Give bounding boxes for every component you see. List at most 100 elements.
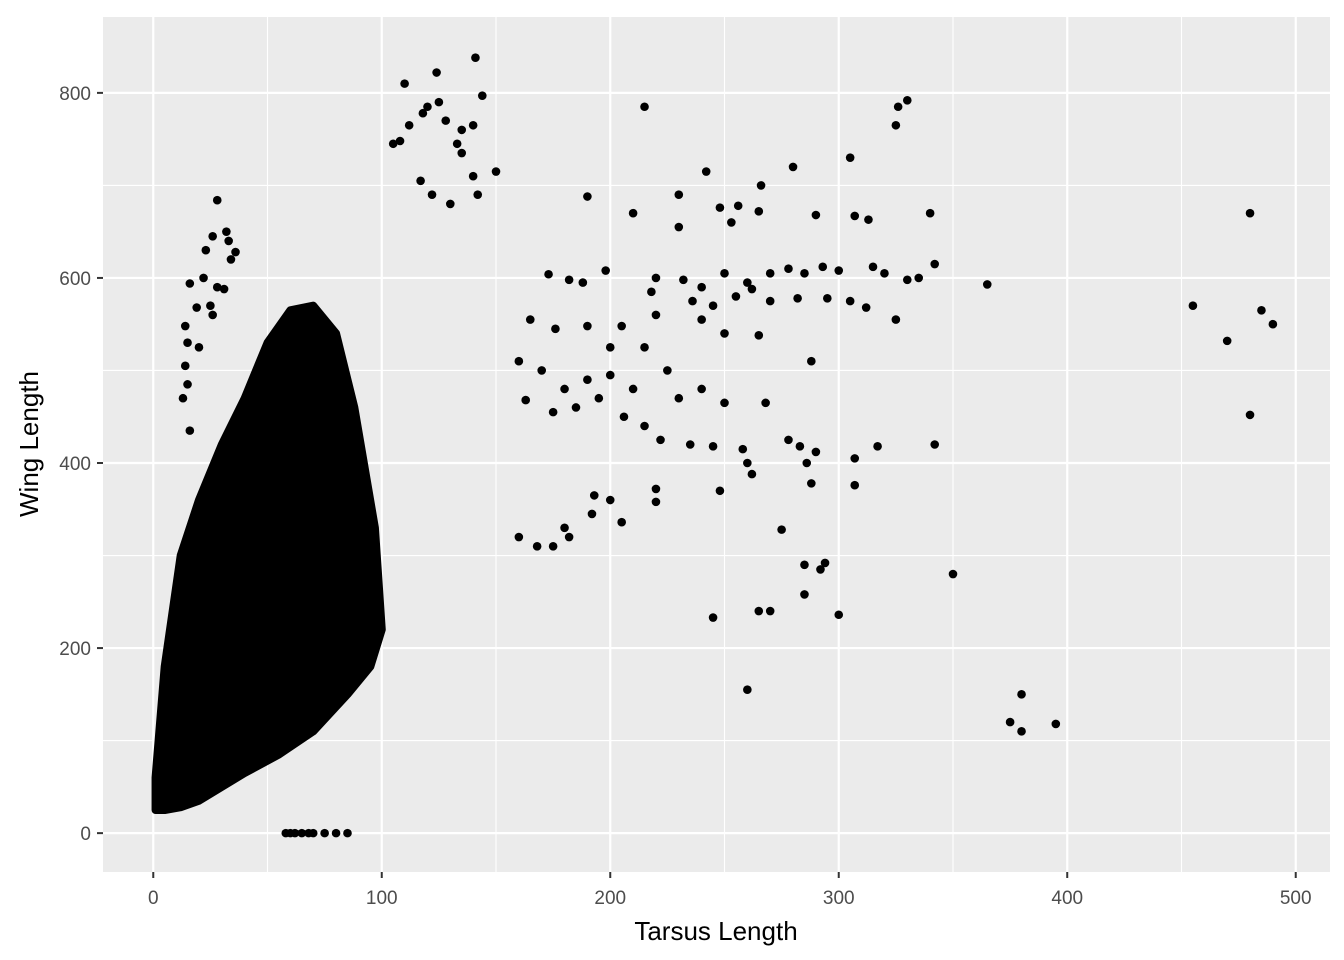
- data-point: [224, 236, 233, 246]
- data-point: [784, 264, 793, 273]
- data-point: [891, 315, 901, 324]
- data-point: [861, 303, 871, 312]
- x-tick-label: 200: [594, 888, 626, 909]
- data-point: [823, 293, 832, 303]
- data-point: [1245, 208, 1255, 218]
- data-point: [471, 53, 480, 63]
- data-point: [720, 329, 729, 338]
- y-tick-label: 600: [59, 269, 91, 290]
- data-point: [551, 324, 560, 334]
- data-point: [727, 218, 736, 227]
- data-point: [731, 292, 741, 301]
- data-point: [795, 442, 805, 451]
- x-tick-label: 0: [148, 888, 159, 909]
- data-point: [902, 275, 912, 285]
- data-point: [416, 176, 425, 186]
- x-tick-label: 100: [366, 888, 398, 909]
- x-axis-ticks: 0 100 200 300 400 500: [148, 872, 1312, 909]
- data-point: [743, 458, 752, 468]
- data-point: [818, 262, 828, 272]
- y-axis-title: Wing Length: [14, 371, 44, 517]
- data-point: [560, 523, 569, 533]
- data-point: [521, 395, 531, 405]
- data-point: [206, 301, 215, 311]
- data-point: [468, 120, 478, 130]
- data-point: [845, 296, 855, 306]
- data-point: [715, 486, 725, 496]
- data-point: [514, 532, 524, 542]
- data-point: [820, 558, 830, 568]
- data-point: [605, 495, 615, 505]
- data-point: [761, 398, 770, 408]
- data-point: [893, 102, 903, 112]
- data-point: [880, 269, 889, 278]
- data-point: [514, 356, 524, 366]
- data-point: [777, 525, 786, 534]
- data-point: [948, 569, 958, 579]
- data-point: [708, 613, 718, 622]
- data-point: [331, 828, 341, 838]
- data-point: [343, 828, 352, 838]
- data-point: [219, 284, 229, 294]
- data-point: [765, 269, 775, 278]
- data-point: [185, 426, 195, 435]
- data-point: [548, 407, 558, 417]
- data-point: [452, 139, 462, 149]
- data-point: [594, 393, 604, 403]
- data-point: [468, 171, 478, 181]
- data-point: [297, 828, 307, 838]
- data-point: [564, 532, 574, 542]
- data-point: [914, 273, 924, 283]
- x-tick-label: 300: [823, 888, 855, 909]
- data-point: [765, 296, 775, 306]
- data-point: [628, 208, 638, 218]
- data-point: [194, 343, 204, 352]
- data-point: [628, 384, 638, 394]
- data-point: [222, 227, 231, 236]
- data-point: [834, 610, 844, 620]
- data-point: [208, 232, 217, 241]
- data-point: [674, 222, 684, 232]
- data-point: [902, 95, 912, 105]
- data-point: [708, 301, 718, 311]
- data-point: [1257, 306, 1266, 315]
- data-point: [651, 273, 661, 283]
- data-point: [720, 269, 729, 278]
- data-point: [640, 343, 649, 352]
- y-axis-ticks: 0 200 400 600 800: [59, 84, 103, 845]
- data-point: [873, 442, 882, 451]
- data-point: [756, 181, 766, 190]
- data-point: [807, 356, 816, 366]
- data-point: [290, 828, 300, 838]
- data-point: [685, 440, 695, 449]
- data-point: [765, 606, 775, 616]
- data-point: [525, 315, 535, 324]
- data-point: [457, 125, 467, 135]
- data-point: [583, 375, 592, 385]
- data-point: [548, 541, 558, 551]
- data-point: [651, 310, 661, 320]
- data-point: [432, 68, 441, 77]
- data-point: [1017, 727, 1026, 736]
- data-point: [192, 303, 201, 312]
- data-point: [427, 190, 437, 199]
- data-point: [708, 442, 718, 451]
- data-point: [793, 293, 802, 303]
- data-point: [212, 195, 222, 205]
- data-point: [180, 361, 190, 371]
- data-point: [185, 279, 195, 288]
- data-point: [446, 199, 455, 209]
- data-point: [800, 590, 809, 599]
- data-point: [183, 380, 192, 389]
- data-point: [434, 97, 444, 107]
- data-point: [743, 278, 752, 287]
- data-point: [733, 201, 743, 211]
- data-point: [784, 435, 793, 445]
- data-point: [697, 384, 706, 394]
- data-point: [1017, 690, 1026, 699]
- data-point: [850, 211, 860, 221]
- data-point: [1051, 719, 1061, 729]
- data-point: [560, 384, 569, 394]
